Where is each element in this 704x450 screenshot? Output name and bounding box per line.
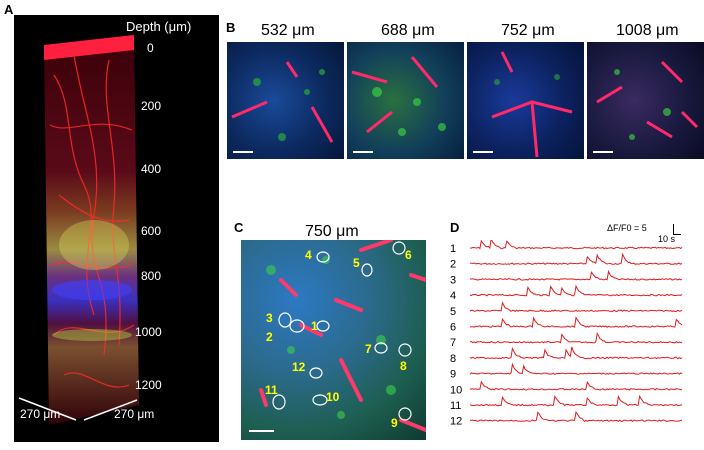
width-label-right: 270 μm <box>114 407 155 421</box>
panel-b-image-4 <box>587 42 704 159</box>
trace-line-7 <box>470 331 683 344</box>
cell-label-1: 1 <box>311 319 318 333</box>
trace-line-6 <box>469 316 683 329</box>
cell-label-10: 10 <box>326 390 340 404</box>
cell-label-5: 5 <box>353 256 360 270</box>
traces-container: 1 2 3 4 5 6 7 8 9 10 11 12 <box>448 236 688 445</box>
trace-label-7: 7 <box>450 337 456 349</box>
trace-label-10: 10 <box>450 384 462 396</box>
trace-label-12: 12 <box>450 416 462 428</box>
depth-tick-200: 200 <box>141 99 162 113</box>
cell-label-6: 6 <box>405 248 412 262</box>
panel-c-image: 1 2 3 4 5 6 7 8 9 10 11 12 <box>241 240 426 440</box>
panel-a-letter: A <box>4 2 14 17</box>
trace-label-5: 5 <box>450 306 456 318</box>
trace-label-8: 8 <box>450 353 456 365</box>
panel-c-depth: 750 μm <box>305 223 359 240</box>
depth-tick-400: 400 <box>141 162 162 176</box>
panel-c-scale-bar <box>249 430 274 432</box>
panel-b-depth-4: 1008 μm <box>616 22 679 39</box>
cell-label-9: 9 <box>391 416 398 430</box>
trace-line-1 <box>469 236 683 250</box>
depth-tick-800: 800 <box>141 269 162 283</box>
volume-render <box>14 15 219 442</box>
panel-b-image-2 <box>347 42 464 159</box>
trace-line-10 <box>469 380 683 391</box>
cell-label-4: 4 <box>305 248 312 262</box>
cell-label-2: 2 <box>266 330 273 344</box>
vessels-2 <box>351 56 446 136</box>
scale-label-time: 10 s <box>658 234 676 244</box>
panel-a-3d-volume: Depth (μm) 0 200 400 600 800 1000 1200 2… <box>14 15 219 442</box>
panel-c-vessels <box>259 240 426 432</box>
scale-label-dff: ΔF/F0 = 5 <box>607 223 647 233</box>
trace-line-11 <box>469 394 683 407</box>
cell-label-8: 8 <box>400 359 407 373</box>
depth-tick-1200: 1200 <box>135 378 162 392</box>
depth-tick-0: 0 <box>147 41 154 55</box>
depth-tick-1000: 1000 <box>135 325 162 339</box>
depth-axis-title: Depth (μm) <box>126 19 192 34</box>
cell-label-3: 3 <box>266 311 273 325</box>
panel-b-image-1 <box>227 42 344 159</box>
vessels-3 <box>491 51 573 158</box>
scale-bar-4 <box>593 151 613 153</box>
panel-c-letter: C <box>234 220 244 235</box>
width-label-left: 270 μm <box>20 407 61 421</box>
trace-line-4 <box>469 284 683 297</box>
scale-bar-2 <box>353 151 373 153</box>
panel-b-depth-1: 532 μm <box>261 22 315 39</box>
scale-bar-3 <box>473 151 493 153</box>
trace-label-9: 9 <box>450 369 456 381</box>
trace-label-1: 1 <box>450 243 456 255</box>
trace-label-6: 6 <box>450 322 456 334</box>
panel-b-image-3 <box>467 42 584 159</box>
panel-b-depth-3: 752 μm <box>501 22 555 39</box>
cell-label-11: 11 <box>265 383 278 397</box>
vessels-4 <box>596 60 699 140</box>
trace-label-2: 2 <box>450 259 456 271</box>
depth-tick-600: 600 <box>141 224 162 238</box>
scale-bar-1 <box>233 151 253 153</box>
trace-label-3: 3 <box>450 274 456 286</box>
trace-line-3 <box>470 269 683 281</box>
trace-line-12 <box>469 410 683 423</box>
cell-label-12: 12 <box>292 360 306 374</box>
trace-line-9 <box>469 362 683 376</box>
trace-line-2 <box>469 252 683 265</box>
panel-d-letter: D <box>450 220 460 235</box>
vessels-1 <box>231 61 334 143</box>
trace-line-8 <box>469 346 683 360</box>
cell-label-7: 7 <box>365 342 372 356</box>
trace-line-5 <box>469 301 683 313</box>
trace-label-4: 4 <box>450 290 456 302</box>
trace-label-11: 11 <box>450 400 461 412</box>
panel-b-depth-2: 688 μm <box>381 22 435 39</box>
panel-b-letter: B <box>226 20 236 35</box>
scale-bar-l <box>673 224 681 235</box>
